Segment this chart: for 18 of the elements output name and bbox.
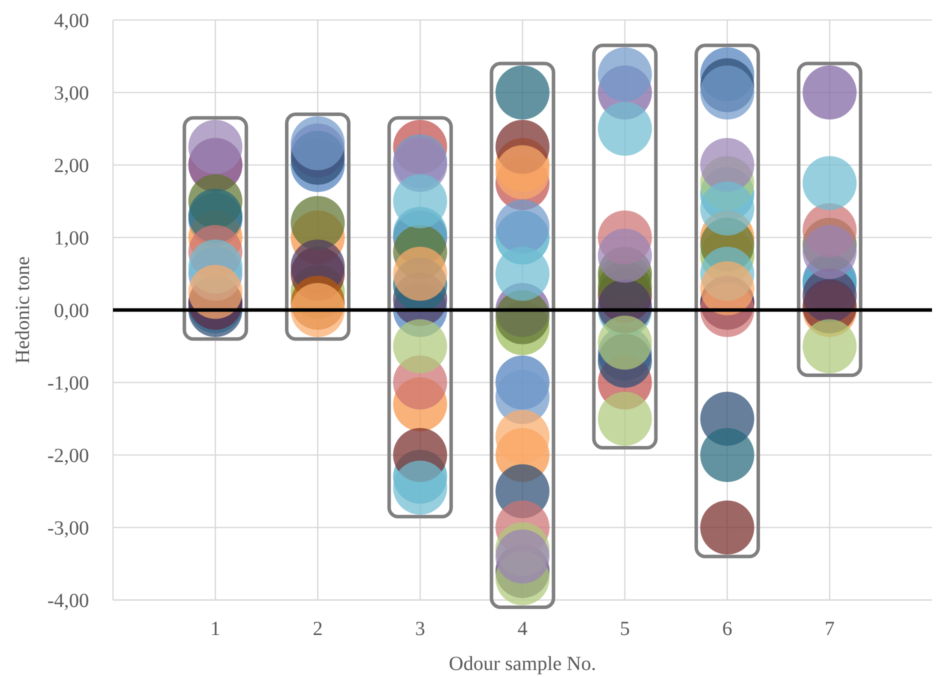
y-tick-label: 0,00	[54, 300, 89, 322]
x-tick-label: 5	[620, 618, 630, 640]
x-tick-label: 4	[518, 618, 528, 640]
x-tick-label: 6	[722, 618, 732, 640]
x-tick-label: 2	[312, 618, 323, 640]
y-tick-label: 1,00	[54, 228, 89, 250]
y-tick-label: -4,00	[47, 590, 89, 612]
x-axis-title: Odour sample No.	[448, 653, 596, 675]
y-tick-label: 3,00	[54, 82, 89, 104]
y-tick-label: -3,00	[47, 518, 89, 540]
y-tick-label: 4,00	[54, 10, 89, 32]
y-tick-label: -1,00	[47, 372, 89, 394]
x-tick-label: 3	[415, 618, 426, 640]
y-tick-label: 2,00	[54, 155, 89, 177]
x-tick-label: 7	[824, 618, 835, 640]
y-axis-title: Hedonic tone	[12, 256, 34, 364]
y-tick-label: -2,00	[47, 445, 89, 467]
x-tick-label: 1	[210, 618, 220, 640]
